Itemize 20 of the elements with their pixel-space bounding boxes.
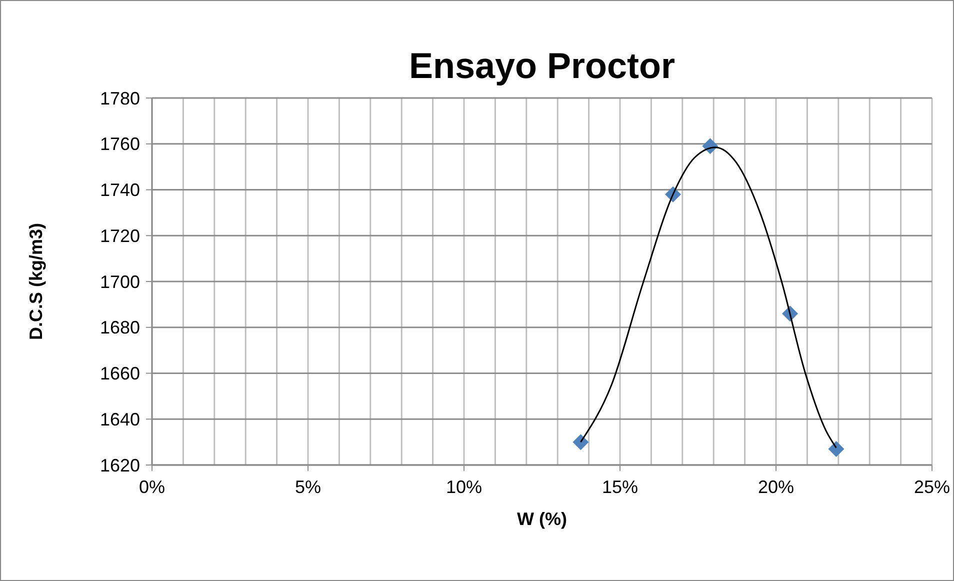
y-tick-label: 1740 [100, 180, 140, 200]
y-axis-title: D.C.S (kg/m3) [26, 222, 46, 340]
x-tick-label: 15% [602, 477, 638, 497]
y-tick-label: 1640 [100, 409, 140, 430]
x-tick-label: 20% [758, 477, 794, 497]
y-tick-label: 1700 [100, 272, 140, 292]
point [828, 440, 844, 457]
point [572, 434, 589, 450]
x-tick-label: 10% [446, 477, 482, 497]
y-tick-label: 1620 [100, 455, 140, 476]
chart-title: Ensayo Proctor [408, 45, 676, 86]
y-tick-label: 1780 [100, 88, 140, 108]
y-tick-label: 1660 [100, 364, 140, 384]
y-tick-label: 1680 [100, 318, 140, 338]
x-tick-label: 0% [138, 477, 166, 497]
y-tick-label: 1720 [100, 226, 140, 246]
y-tick-label: 1760 [100, 134, 140, 154]
x-tick-label: 5% [294, 477, 322, 497]
x-tick-label: 25% [914, 477, 950, 497]
x-axis-title: W (%) [517, 509, 567, 529]
